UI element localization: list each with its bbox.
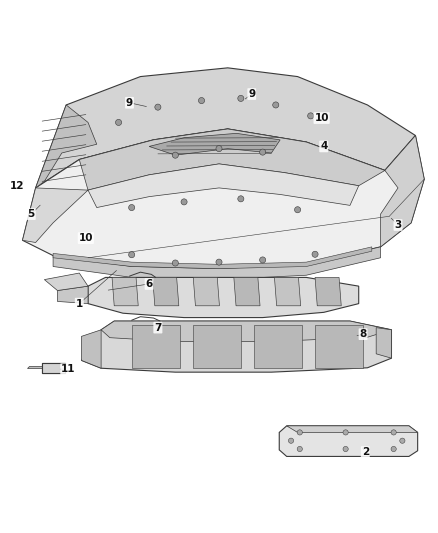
Polygon shape: [234, 277, 260, 306]
Polygon shape: [53, 247, 372, 269]
Circle shape: [307, 113, 314, 119]
Polygon shape: [376, 328, 392, 358]
Polygon shape: [101, 321, 392, 342]
Circle shape: [181, 199, 187, 205]
Circle shape: [260, 149, 266, 155]
Circle shape: [116, 119, 122, 125]
Polygon shape: [279, 426, 418, 456]
Circle shape: [400, 438, 405, 443]
Circle shape: [216, 259, 222, 265]
Text: 3: 3: [394, 220, 402, 230]
Circle shape: [238, 95, 244, 101]
Polygon shape: [315, 277, 341, 306]
Polygon shape: [42, 362, 65, 374]
Polygon shape: [149, 133, 280, 155]
Polygon shape: [112, 277, 138, 306]
Polygon shape: [35, 105, 97, 188]
Circle shape: [155, 104, 161, 110]
Polygon shape: [57, 286, 88, 304]
Polygon shape: [193, 326, 241, 368]
Circle shape: [129, 252, 135, 258]
Circle shape: [391, 430, 396, 435]
Text: 2: 2: [362, 447, 369, 457]
Polygon shape: [287, 426, 418, 432]
Circle shape: [312, 251, 318, 257]
Polygon shape: [193, 277, 219, 306]
Polygon shape: [22, 129, 424, 269]
Polygon shape: [381, 135, 424, 247]
Circle shape: [198, 98, 205, 103]
Text: 8: 8: [360, 329, 367, 339]
Circle shape: [297, 430, 302, 435]
Circle shape: [343, 446, 348, 451]
Polygon shape: [275, 277, 300, 306]
Circle shape: [297, 446, 302, 451]
Circle shape: [238, 196, 244, 202]
Text: 11: 11: [61, 364, 76, 374]
Text: 9: 9: [126, 98, 133, 108]
Polygon shape: [297, 430, 300, 450]
Circle shape: [343, 430, 348, 435]
Circle shape: [391, 446, 396, 451]
Circle shape: [294, 207, 300, 213]
Circle shape: [172, 260, 178, 266]
Text: 1: 1: [76, 298, 83, 309]
Polygon shape: [132, 326, 180, 368]
Polygon shape: [88, 164, 359, 207]
Polygon shape: [22, 188, 88, 243]
Polygon shape: [35, 68, 416, 188]
Polygon shape: [27, 367, 42, 368]
Polygon shape: [53, 247, 381, 280]
Text: 7: 7: [154, 322, 162, 333]
Circle shape: [288, 438, 293, 443]
Text: 6: 6: [145, 279, 153, 289]
Polygon shape: [42, 362, 65, 374]
Polygon shape: [254, 326, 302, 368]
Circle shape: [216, 146, 222, 152]
Polygon shape: [88, 277, 359, 318]
Text: 12: 12: [10, 181, 25, 191]
Polygon shape: [315, 326, 363, 368]
Text: 10: 10: [314, 113, 329, 123]
Circle shape: [260, 257, 266, 263]
Polygon shape: [152, 277, 179, 306]
Polygon shape: [79, 129, 385, 190]
Circle shape: [172, 152, 178, 158]
Text: 9: 9: [248, 89, 255, 99]
Text: 4: 4: [320, 141, 328, 151]
Circle shape: [129, 205, 135, 211]
Text: 10: 10: [78, 233, 93, 243]
Polygon shape: [81, 321, 392, 372]
Circle shape: [273, 102, 279, 108]
Polygon shape: [81, 330, 101, 368]
Text: 5: 5: [28, 209, 35, 219]
Polygon shape: [44, 273, 88, 290]
